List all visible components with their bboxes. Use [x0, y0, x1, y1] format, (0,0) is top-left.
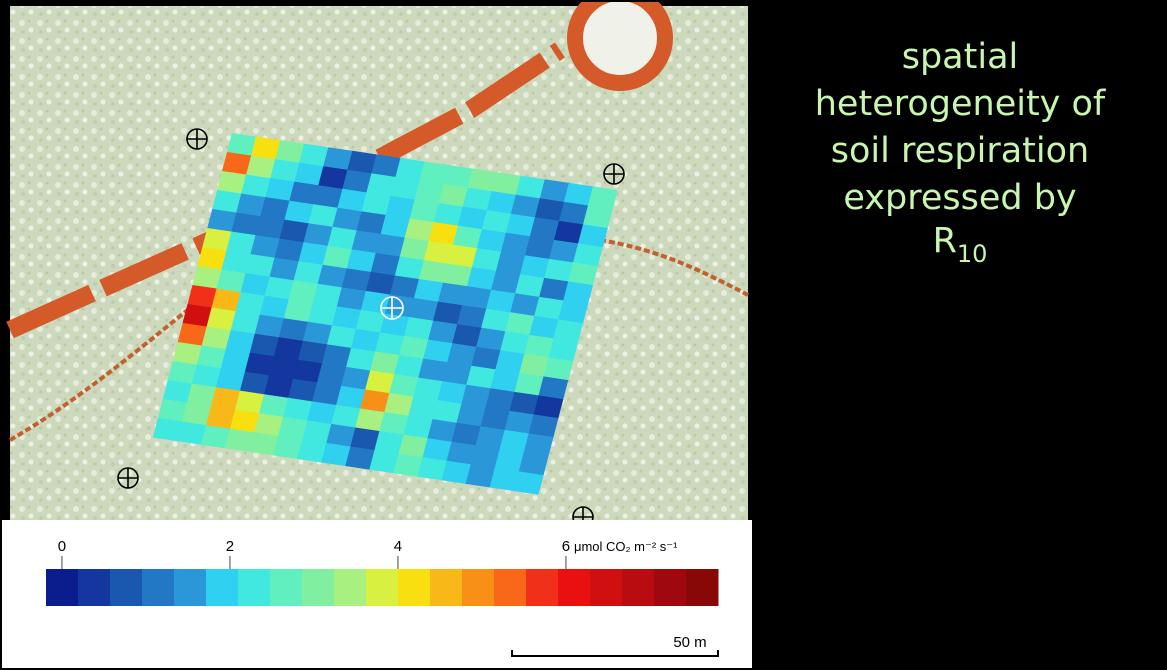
scale-bar-label: 50 m — [673, 634, 706, 651]
color-bin — [686, 569, 719, 606]
color-bin — [110, 569, 143, 606]
roundabout — [575, 0, 665, 83]
color-bin — [526, 569, 559, 606]
title-line: expressed by — [843, 178, 1076, 218]
tick-label: 0 — [58, 538, 66, 555]
color-bin — [334, 569, 367, 606]
symbol: R — [933, 221, 957, 261]
color-bin — [206, 569, 239, 606]
color-bin — [558, 569, 591, 606]
tick-label: 2 — [226, 538, 234, 555]
subscript: 10 — [957, 240, 988, 268]
color-bin — [366, 569, 399, 606]
color-bin — [430, 569, 463, 606]
color-bin — [654, 569, 687, 606]
color-bin — [494, 569, 527, 606]
color-bin — [174, 569, 207, 606]
title-line: spatial — [902, 37, 1019, 77]
color-bin — [78, 569, 111, 606]
color-bin — [590, 569, 623, 606]
heatmap — [153, 133, 618, 495]
color-bin — [142, 569, 175, 606]
title-line: heterogeneity of — [815, 84, 1106, 124]
color-bin — [270, 569, 303, 606]
unit-label: μmol CO₂ m⁻² s⁻¹ — [574, 539, 678, 554]
color-bin — [302, 569, 335, 606]
tick-label: 4 — [394, 538, 402, 555]
title-line: soil respiration — [831, 131, 1089, 171]
color-bin — [46, 569, 79, 606]
color-bin — [398, 569, 431, 606]
slide: 0 2 4 6 μmol CO₂ m⁻² s⁻¹ 50 m spatial heterog… — [0, 0, 1167, 670]
tick-label: 6 — [562, 538, 570, 555]
cell — [514, 471, 544, 494]
color-bin — [462, 569, 495, 606]
color-bin — [622, 569, 655, 606]
color-bin — [238, 569, 271, 606]
map — [10, 0, 748, 527]
